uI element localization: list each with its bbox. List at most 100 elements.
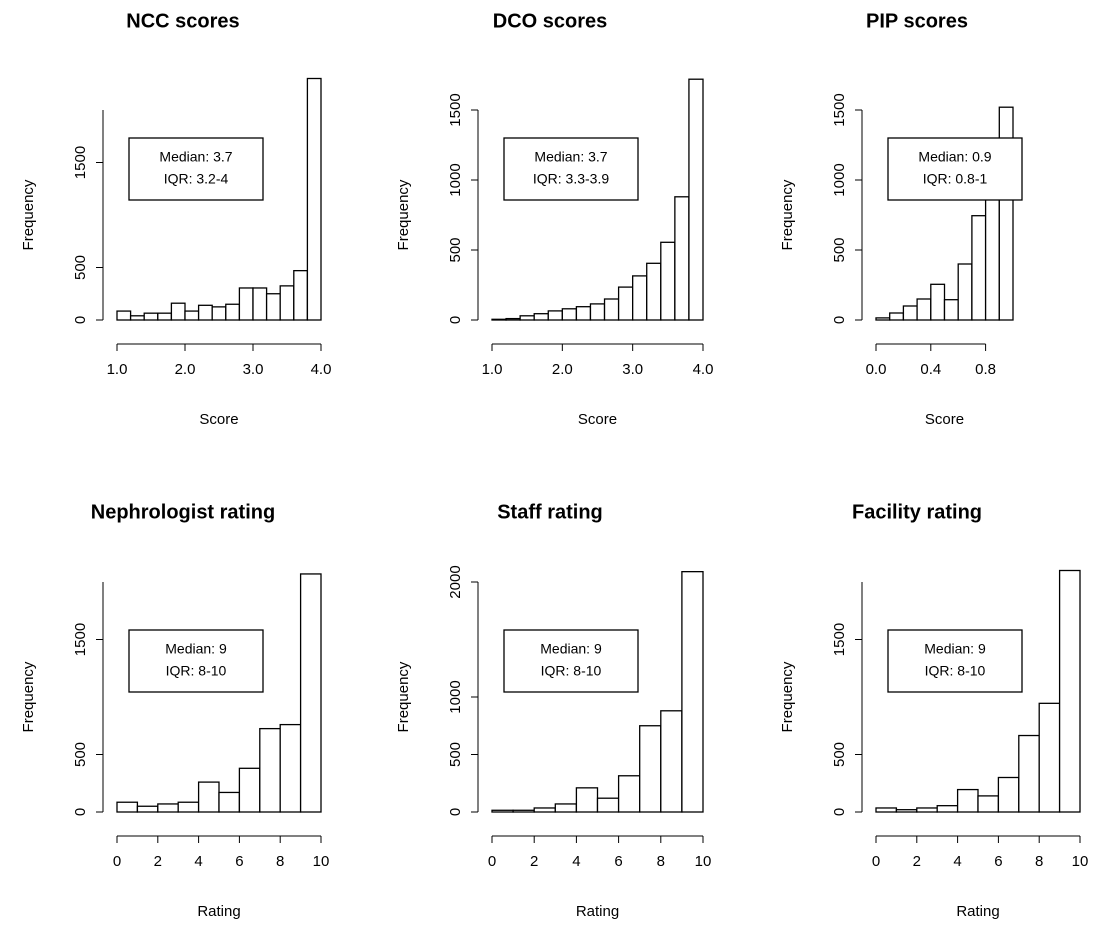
y-tick-label: 1500 (72, 623, 89, 656)
bar (547, 310, 563, 321)
x-axis-label: Score (578, 411, 617, 428)
bar (170, 302, 186, 321)
bar (875, 317, 891, 321)
bar (977, 795, 1000, 813)
bar (197, 781, 220, 813)
bar (646, 262, 662, 321)
y-tick-label: 0 (447, 808, 464, 816)
y-tick-label: 0 (831, 808, 848, 816)
panel-title: Staff rating (497, 501, 603, 523)
bar (299, 573, 322, 813)
x-tick-label: 6 (235, 853, 243, 870)
x-tick-label: 4 (953, 853, 961, 870)
bar (129, 315, 145, 321)
bar (1038, 702, 1061, 813)
y-axis-label: Frequency (395, 661, 412, 732)
x-tick-label: 0 (488, 853, 496, 870)
bar (589, 303, 606, 321)
x-tick-label: 4.0 (693, 361, 714, 378)
bar (265, 293, 281, 321)
y-axis-label: Frequency (779, 661, 796, 732)
y-tick-label: 1000 (447, 163, 464, 196)
bar (218, 791, 241, 813)
x-tick-label: 8 (657, 853, 665, 870)
bar (639, 725, 662, 813)
annotation: IQR: 3.2-4 (164, 171, 229, 187)
bar (575, 787, 599, 813)
y-tick-label: 500 (447, 742, 464, 767)
bar (554, 803, 578, 813)
x-tick-label: 4 (194, 853, 202, 870)
bar (533, 313, 549, 321)
bar (259, 727, 281, 813)
bar (957, 263, 973, 321)
x-tick-label: 4 (572, 853, 580, 870)
y-axis-label: Frequency (779, 179, 796, 250)
y-tick-label: 1500 (831, 623, 848, 656)
annotation-box (503, 629, 639, 693)
x-tick-label: 3.0 (622, 361, 643, 378)
bar (533, 807, 556, 813)
panel-title: PIP scores (866, 10, 968, 32)
panel-title: Nephrologist rating (91, 501, 275, 523)
bar (681, 571, 704, 813)
y-tick-label: 1000 (831, 163, 848, 196)
bar (177, 801, 200, 813)
bar (875, 807, 898, 813)
x-tick-label: 8 (276, 853, 284, 870)
bar (491, 809, 514, 813)
annotation-box (887, 137, 1023, 201)
annotation-box (503, 137, 639, 201)
y-tick-label: 0 (831, 316, 848, 324)
annotation: Median: 9 (924, 641, 986, 657)
x-tick-label: 6 (994, 853, 1002, 870)
x-tick-label: 2 (530, 853, 538, 870)
annotation: Median: 3.7 (159, 149, 232, 165)
x-axis-label: Rating (576, 903, 619, 920)
x-tick-label: 2.0 (175, 361, 196, 378)
annotation: IQR: 8-10 (166, 663, 227, 679)
x-tick-label: 2 (154, 853, 162, 870)
x-axis-label: Score (925, 411, 964, 428)
x-axis-label: Rating (956, 903, 999, 920)
x-tick-label: 2 (913, 853, 921, 870)
bar (895, 809, 918, 813)
y-tick-label: 1500 (72, 146, 89, 179)
bar (252, 287, 268, 321)
x-axis-label: Rating (197, 903, 240, 920)
bar (1018, 734, 1040, 813)
bar (956, 788, 979, 813)
annotation: IQR: 8-10 (925, 663, 986, 679)
bar (603, 298, 620, 321)
bar (238, 767, 261, 813)
y-tick-label: 2000 (447, 565, 464, 598)
bar (596, 797, 620, 813)
y-axis-label: Frequency (20, 179, 37, 250)
x-tick-label: 10 (313, 853, 330, 870)
bar (674, 196, 690, 321)
bar (1058, 569, 1081, 813)
bar (238, 287, 254, 321)
bar (617, 286, 634, 321)
bar (225, 303, 241, 321)
bar (916, 807, 938, 813)
x-tick-label: 1.0 (482, 361, 503, 378)
bar (660, 241, 676, 321)
x-tick-label: 10 (1072, 853, 1089, 870)
panel-title: DCO scores (493, 10, 608, 32)
annotation: Median: 0.9 (918, 149, 991, 165)
bar (306, 77, 322, 321)
bar (889, 312, 905, 321)
bar (157, 312, 173, 321)
y-tick-label: 0 (72, 808, 89, 816)
bar (519, 315, 535, 321)
bar (617, 775, 641, 813)
bar (971, 215, 987, 321)
bar (632, 275, 648, 321)
annotation: Median: 9 (165, 641, 227, 657)
y-tick-label: 500 (831, 742, 848, 767)
y-tick-label: 500 (72, 255, 89, 280)
bar (561, 308, 578, 321)
bar (279, 285, 295, 321)
x-tick-label: 0.0 (866, 361, 887, 378)
